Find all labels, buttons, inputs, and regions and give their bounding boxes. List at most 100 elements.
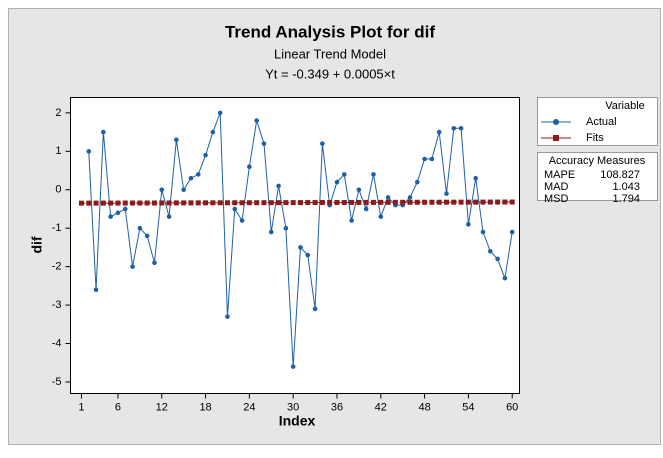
- actual-point: [509, 229, 515, 235]
- fit-point: [414, 199, 420, 205]
- actual-point: [502, 275, 508, 281]
- actual-point: [210, 129, 216, 135]
- actual-point: [181, 187, 186, 193]
- actual-point: [101, 129, 106, 135]
- y-tick-label: -3: [52, 299, 62, 311]
- accuracy-value: 1.794: [612, 193, 640, 205]
- fit-point: [502, 199, 508, 205]
- actual-point: [466, 222, 471, 227]
- actual-point: [356, 187, 362, 193]
- fit-point: [276, 200, 282, 206]
- actual-point: [407, 195, 413, 200]
- actual-point: [203, 152, 208, 158]
- y-tick-label: -1: [52, 222, 62, 234]
- actual-point: [261, 141, 267, 146]
- accuracy-label: MAD: [544, 181, 569, 193]
- actual-point: [115, 210, 121, 216]
- fit-point: [480, 199, 486, 205]
- y-tick-label: -5: [52, 376, 62, 388]
- actual-point: [349, 218, 354, 223]
- fit-point: [319, 200, 325, 206]
- actual-point: [93, 287, 99, 293]
- fit-point: [108, 200, 114, 206]
- actual-point: [137, 225, 143, 231]
- actual-point: [298, 245, 303, 250]
- fit-point: [188, 200, 194, 206]
- fit-point: [385, 199, 391, 205]
- actual-point: [130, 264, 135, 269]
- fit-point: [217, 200, 223, 206]
- legend-label: Fits: [586, 132, 604, 144]
- fit-point: [458, 199, 464, 205]
- y-tick-label: 0: [55, 184, 61, 196]
- legend-label: Actual: [586, 116, 617, 128]
- fit-point: [436, 199, 442, 205]
- actual-point: [217, 110, 223, 116]
- actual-point: [385, 195, 391, 200]
- actual-point: [320, 141, 325, 146]
- fit-point: [349, 199, 355, 205]
- actual-point: [225, 314, 230, 319]
- fit-point: [137, 200, 143, 206]
- fit-point: [195, 200, 201, 206]
- actual-point: [422, 156, 427, 162]
- y-tick-label: 1: [55, 145, 61, 157]
- fit-point: [100, 200, 106, 206]
- fit-point: [283, 200, 289, 206]
- legend-marker: [553, 119, 559, 125]
- fit-point: [363, 199, 369, 205]
- legend-marker: [553, 135, 559, 141]
- actual-point: [371, 172, 376, 177]
- actual-point: [451, 125, 457, 131]
- actual-point: [174, 137, 179, 143]
- actual-point: [378, 214, 384, 219]
- accuracy-title: Accuracy Measures: [549, 155, 646, 167]
- legend-title: Variable: [605, 100, 645, 112]
- chart-title: Trend Analysis Plot for dif: [225, 22, 435, 41]
- actual-point: [312, 306, 318, 312]
- fit-point: [173, 200, 179, 206]
- fit-point: [78, 200, 84, 206]
- actual-point: [444, 191, 449, 196]
- fit-point: [297, 200, 303, 206]
- fit-point: [429, 199, 435, 205]
- y-tick-label: -2: [52, 261, 62, 273]
- actual-point: [429, 156, 435, 162]
- actual-point: [414, 179, 420, 185]
- fit-point: [86, 200, 92, 206]
- actual-point: [334, 179, 340, 185]
- actual-point: [239, 218, 245, 223]
- fit-point: [115, 200, 121, 206]
- actual-point: [254, 118, 259, 123]
- x-tick-label: 30: [287, 401, 299, 413]
- fit-point: [246, 200, 252, 206]
- fit-point: [370, 199, 376, 205]
- actual-point: [152, 260, 157, 266]
- accuracy-value: 108.827: [600, 169, 640, 181]
- fit-point: [254, 200, 260, 206]
- x-tick-label: 42: [375, 401, 387, 413]
- fit-point: [400, 199, 406, 205]
- fit-point: [93, 200, 99, 206]
- fit-point: [181, 200, 187, 206]
- fit-point: [151, 200, 157, 206]
- actual-point: [276, 183, 281, 189]
- actual-point: [290, 364, 296, 369]
- x-tick-label: 12: [156, 401, 168, 413]
- actual-point: [436, 129, 442, 135]
- actual-point: [363, 206, 369, 212]
- fit-point: [392, 199, 398, 205]
- accuracy-box: [537, 152, 658, 201]
- fit-point: [239, 200, 245, 206]
- fit-point: [422, 199, 428, 205]
- x-tick-label: 18: [199, 401, 211, 413]
- y-axis-label: dif: [29, 236, 45, 253]
- chart-subtitle: Linear Trend Model: [274, 46, 386, 61]
- fit-point: [144, 200, 150, 206]
- fit-point: [443, 199, 449, 205]
- y-tick-label: 2: [55, 107, 61, 119]
- fit-point: [224, 200, 230, 206]
- fit-point: [451, 199, 457, 205]
- fit-point: [122, 200, 128, 206]
